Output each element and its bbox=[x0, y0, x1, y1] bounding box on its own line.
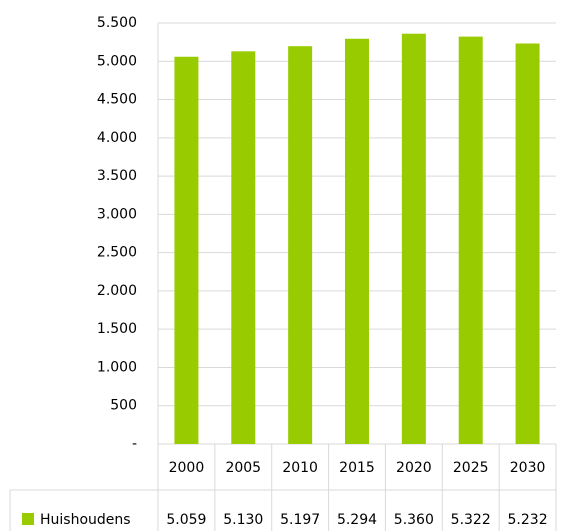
y-tick-label: 5.000 bbox=[97, 53, 137, 69]
table-value: 5.130 bbox=[223, 512, 263, 528]
legend-label: Huishoudens bbox=[40, 512, 131, 528]
table-value: 5.197 bbox=[280, 512, 320, 528]
y-tick-label: 1.000 bbox=[97, 359, 137, 375]
x-tick-label: 2020 bbox=[396, 460, 432, 476]
bar bbox=[231, 51, 256, 445]
x-tick-label: 2030 bbox=[510, 460, 546, 476]
x-tick-label: 2025 bbox=[453, 460, 489, 476]
table-value: 5.059 bbox=[166, 512, 206, 528]
bar bbox=[515, 43, 540, 444]
x-tick-label: 2015 bbox=[339, 460, 375, 476]
table-value: 5.322 bbox=[451, 512, 491, 528]
bar bbox=[401, 33, 426, 444]
bar bbox=[174, 56, 199, 445]
x-tick-label: 2000 bbox=[169, 460, 205, 476]
y-tick-label: - bbox=[132, 436, 137, 452]
y-tick-label: 3.500 bbox=[97, 168, 137, 184]
y-tick-label: 3.000 bbox=[97, 206, 137, 222]
bar bbox=[288, 46, 313, 445]
y-tick-label: 2.500 bbox=[97, 245, 137, 261]
bar bbox=[458, 36, 483, 444]
y-tick-label: 2.000 bbox=[97, 283, 137, 299]
y-tick-label: 4.500 bbox=[97, 92, 137, 108]
y-tick-label: 1.500 bbox=[97, 321, 137, 337]
table-value: 5.294 bbox=[337, 512, 377, 528]
legend-swatch bbox=[22, 513, 34, 525]
y-tick-label: 500 bbox=[110, 398, 137, 414]
y-tick-label: 5.500 bbox=[97, 15, 137, 31]
x-tick-label: 2005 bbox=[225, 460, 261, 476]
table-value: 5.360 bbox=[394, 512, 434, 528]
bar bbox=[345, 38, 369, 444]
y-tick-label: 4.000 bbox=[97, 130, 137, 146]
table-value: 5.232 bbox=[508, 512, 548, 528]
x-tick-label: 2010 bbox=[282, 460, 318, 476]
